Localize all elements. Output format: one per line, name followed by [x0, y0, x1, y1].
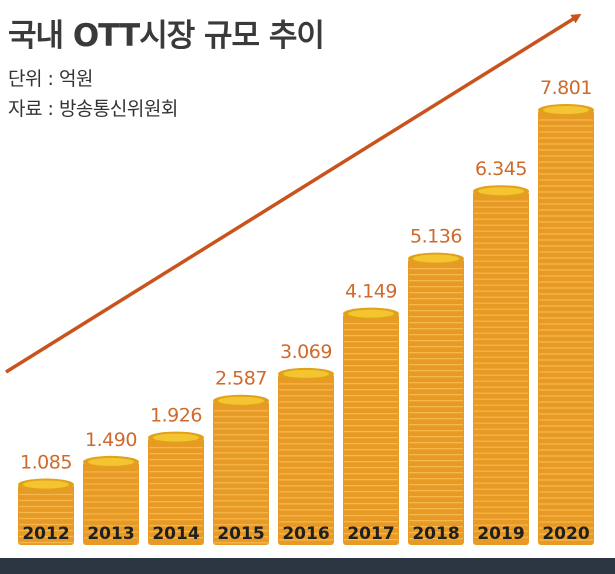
coin-stack: 1.085 2012	[18, 451, 74, 545]
year-label: 2020	[542, 524, 589, 544]
year-label: 2019	[477, 524, 524, 544]
coin-stack: 7.801 2020	[538, 77, 594, 545]
coin-top	[23, 480, 69, 489]
unit-label: 단위 : 억원	[8, 68, 93, 90]
value-label: 2.587	[215, 368, 267, 390]
coin-stack-body	[473, 191, 529, 546]
coin-stack-body	[148, 437, 204, 545]
value-label: 6.345	[475, 158, 527, 180]
coin-stack-body	[213, 400, 269, 545]
coin-top	[348, 309, 394, 318]
value-label: 5.136	[410, 226, 462, 248]
year-label: 2017	[347, 524, 394, 544]
coin-stack-body	[18, 484, 74, 545]
year-label: 2014	[152, 524, 199, 544]
value-label: 1.085	[20, 451, 72, 473]
coin-stack-body	[538, 110, 594, 545]
coin-stack-body	[343, 313, 399, 545]
value-label: 7.801	[540, 77, 592, 99]
coin-stack-body	[278, 373, 334, 545]
coin-stack: 4.149 2017	[343, 281, 399, 545]
value-label: 3.069	[280, 341, 332, 363]
coin-stack: 2.587 2015	[213, 368, 269, 545]
year-label: 2015	[217, 524, 264, 544]
value-label: 1.926	[150, 405, 202, 427]
coin-top	[543, 106, 589, 114]
year-label: 2013	[87, 524, 134, 544]
coin-top	[88, 457, 134, 466]
coin-stack-body	[408, 258, 464, 545]
coin-top	[478, 187, 524, 196]
coin-stack: 1.926 2014	[148, 405, 204, 545]
coin-stack-body	[83, 461, 139, 545]
value-label: 1.490	[85, 429, 137, 451]
coin-stack: 5.136 2018	[408, 226, 464, 545]
coin-top	[218, 396, 264, 405]
coin-top	[153, 433, 199, 442]
year-label: 2016	[282, 524, 329, 544]
source-label: 자료 : 방송통신위원회	[8, 98, 178, 120]
coin-top	[413, 254, 459, 263]
chart-title: 국내 OTT시장 규모 추이	[8, 18, 325, 54]
coin-top	[283, 369, 329, 378]
trend-arrow	[5, 13, 582, 374]
coin-stack: 1.490 2013	[83, 429, 139, 545]
value-label: 4.149	[345, 281, 397, 303]
coin-stack: 6.345 2019	[473, 158, 529, 546]
coin-stack: 3.069 2016	[278, 341, 334, 545]
year-label: 2012	[22, 524, 69, 544]
year-label: 2018	[412, 524, 459, 544]
chart-baseline	[0, 558, 615, 574]
